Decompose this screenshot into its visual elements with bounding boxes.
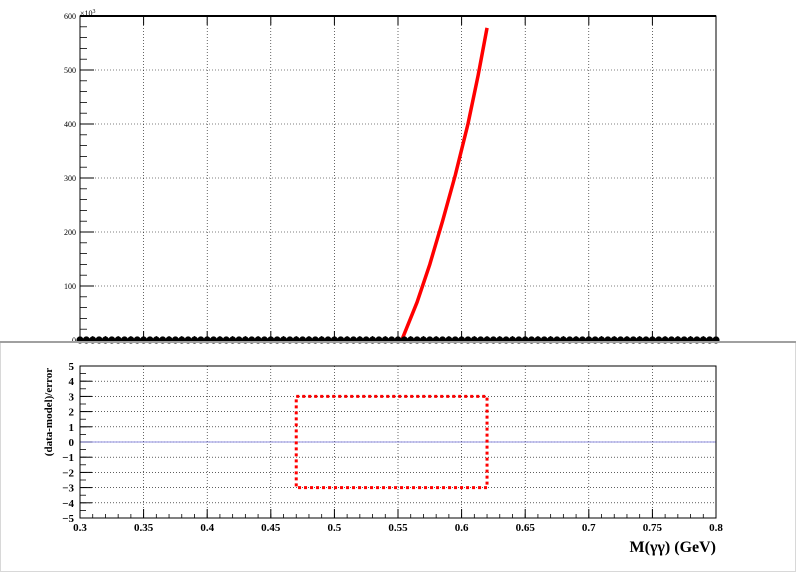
top-y-tick-label: 500 [64, 66, 76, 75]
top-y-tick-label: 300 [64, 174, 76, 183]
bottom-x-tick-label: 0.6 [455, 522, 469, 534]
bottom-y-tick-label: 3 [69, 391, 75, 403]
bottom-annotations [294, 394, 489, 490]
bottom-x-tick-label: 0.8 [709, 522, 723, 534]
bottom-y-tick-label: −3 [62, 483, 74, 495]
top-pad-background [0, 0, 796, 342]
y-axis-title: (data-model)/error [43, 368, 55, 456]
bottom-y-tick-label: −1 [62, 452, 74, 464]
bottom-x-tick-label: 0.7 [582, 522, 596, 534]
bottom-y-tick-label: 0 [69, 437, 75, 449]
bottom-y-tick-label: −5 [62, 513, 74, 525]
top-grid [80, 16, 716, 340]
bottom-x-tick-label: 0.3 [73, 522, 87, 534]
bottom-y-tick-label: −4 [62, 498, 74, 510]
top-y-tick-label: 400 [64, 120, 76, 129]
top-y-tick-label: 600 [64, 12, 76, 21]
bottom-x-tick-label: 0.55 [388, 522, 408, 534]
top-y-tick-label: 0 [72, 336, 76, 345]
bottom-ticks [79, 365, 717, 519]
model-curve [400, 27, 489, 341]
top-y-tick-label: 200 [64, 228, 76, 237]
top-y-tick-labels: 0 100 200 300 400 500 600 [64, 12, 76, 345]
bottom-y-tick-label: 5 [69, 361, 75, 373]
top-y-tick-label: 100 [64, 282, 76, 291]
bottom-x-tick-label: 0.45 [261, 522, 281, 534]
bottom-x-tick-label: 0.75 [643, 522, 663, 534]
bottom-x-tick-label: 0.65 [516, 522, 536, 534]
bottom-plot-frame [79, 365, 717, 519]
bottom-x-tick-labels: 0.3 0.35 0.4 0.45 0.5 0.55 0.6 0.65 0.7 0.75 0.8 [73, 522, 723, 534]
bottom-y-tick-labels: −5 −4 −3 −2 −1 0 1 2 3 4 5 [62, 361, 74, 525]
bottom-y-tick-label: 2 [69, 407, 75, 419]
bottom-x-tick-label: 0.35 [134, 522, 154, 534]
top-pad: 0 100 200 300 400 500 600 ×103 [0, 0, 796, 345]
bottom-y-tick-label: −2 [62, 467, 74, 479]
bottom-x-tick-label: 0.5 [328, 522, 342, 534]
bottom-x-tick-label: 0.4 [200, 522, 214, 534]
x-axis-title: M(γγ) (GeV) [630, 539, 716, 556]
fit-range-box [294, 394, 489, 490]
bottom-y-tick-label: 4 [69, 376, 75, 388]
y-multiplier-label: ×103 [80, 9, 96, 18]
bottom-y-tick-label: 1 [69, 422, 75, 434]
